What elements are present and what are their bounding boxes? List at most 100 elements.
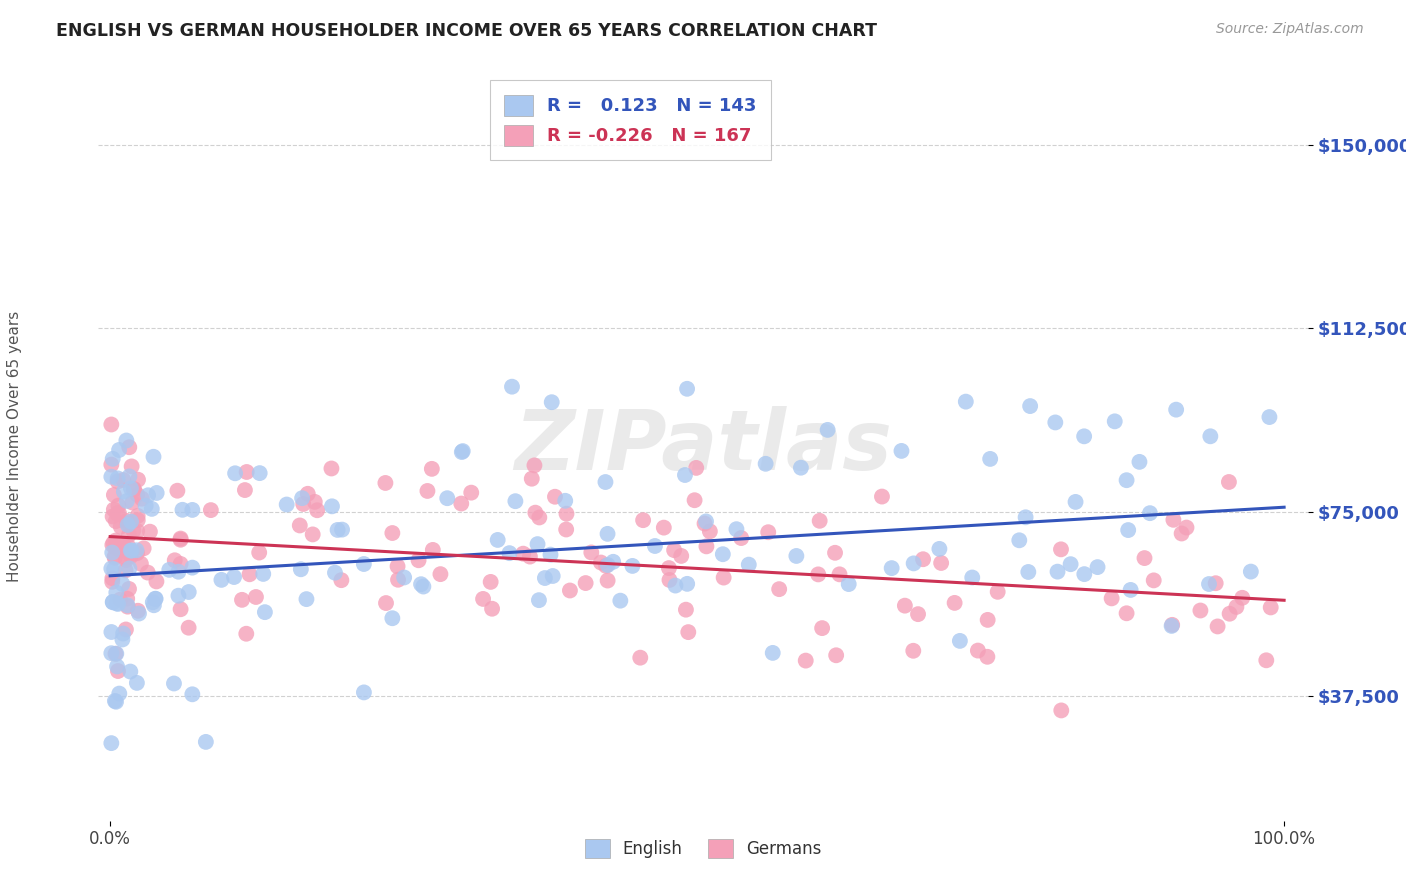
- Point: [825, 648, 848, 663]
- Point: [321, 461, 343, 475]
- Point: [595, 475, 617, 489]
- Point: [142, 450, 165, 464]
- Point: [120, 481, 142, 495]
- Point: [245, 590, 267, 604]
- Point: [127, 508, 149, 523]
- Point: [1170, 526, 1192, 541]
- Point: [103, 536, 125, 550]
- Point: [555, 507, 578, 521]
- Point: [794, 654, 817, 668]
- Point: [420, 462, 443, 476]
- Point: [115, 494, 138, 508]
- Point: [880, 561, 903, 575]
- Point: [1219, 607, 1241, 621]
- Point: [1258, 410, 1281, 425]
- Point: [121, 459, 143, 474]
- Point: [979, 451, 1001, 466]
- Point: [107, 597, 129, 611]
- Point: [1240, 565, 1263, 579]
- Point: [107, 475, 129, 489]
- Point: [292, 497, 315, 511]
- Point: [103, 502, 125, 516]
- Point: [172, 503, 194, 517]
- Text: Householder Income Over 65 years: Householder Income Over 65 years: [7, 310, 21, 582]
- Point: [1256, 653, 1278, 667]
- Point: [297, 487, 319, 501]
- Point: [1050, 542, 1073, 557]
- Point: [114, 563, 136, 577]
- Point: [125, 543, 148, 558]
- Point: [929, 556, 952, 570]
- Point: [290, 562, 312, 576]
- Point: [928, 541, 950, 556]
- Point: [111, 632, 134, 647]
- Point: [524, 506, 547, 520]
- Point: [330, 523, 353, 537]
- Point: [101, 574, 124, 589]
- Point: [392, 570, 415, 584]
- Point: [111, 577, 134, 591]
- Point: [166, 483, 188, 498]
- Point: [105, 597, 128, 611]
- Point: [108, 687, 131, 701]
- Point: [1019, 399, 1042, 413]
- Point: [1101, 591, 1123, 606]
- Point: [756, 525, 779, 540]
- Point: [181, 560, 204, 574]
- Point: [1059, 557, 1081, 571]
- Point: [291, 491, 314, 505]
- Point: [104, 647, 127, 661]
- Point: [890, 444, 912, 458]
- Point: [104, 694, 127, 708]
- Point: [713, 571, 735, 585]
- Point: [512, 547, 534, 561]
- Point: [136, 488, 159, 502]
- Point: [540, 548, 562, 562]
- Point: [108, 506, 131, 520]
- Point: [238, 567, 260, 582]
- Point: [828, 567, 851, 582]
- Point: [101, 595, 124, 609]
- Point: [676, 577, 699, 591]
- Point: [288, 518, 311, 533]
- Point: [955, 394, 977, 409]
- Point: [1050, 703, 1073, 717]
- Point: [135, 499, 157, 513]
- Point: [101, 545, 124, 559]
- Point: [169, 602, 191, 616]
- Point: [527, 593, 550, 607]
- Point: [526, 537, 548, 551]
- Point: [112, 626, 135, 640]
- Point: [127, 473, 149, 487]
- Point: [595, 558, 617, 573]
- Point: [141, 501, 163, 516]
- Point: [1160, 619, 1182, 633]
- Point: [104, 549, 127, 564]
- Point: [120, 665, 142, 679]
- Point: [658, 573, 681, 587]
- Point: [301, 527, 323, 541]
- Point: [142, 599, 165, 613]
- Point: [903, 557, 925, 571]
- Point: [194, 735, 217, 749]
- Point: [976, 649, 998, 664]
- Point: [596, 526, 619, 541]
- Point: [575, 576, 598, 591]
- Point: [157, 563, 180, 577]
- Point: [541, 569, 564, 583]
- Point: [1128, 455, 1150, 469]
- Point: [519, 549, 541, 564]
- Point: [870, 490, 893, 504]
- Point: [122, 483, 145, 497]
- Point: [107, 664, 129, 678]
- Point: [353, 557, 375, 571]
- Point: [529, 510, 551, 524]
- Point: [1104, 414, 1126, 428]
- Point: [276, 498, 298, 512]
- Point: [581, 545, 603, 559]
- Point: [1046, 565, 1069, 579]
- Point: [817, 423, 839, 437]
- Point: [685, 461, 707, 475]
- Point: [104, 533, 127, 548]
- Point: [115, 591, 138, 606]
